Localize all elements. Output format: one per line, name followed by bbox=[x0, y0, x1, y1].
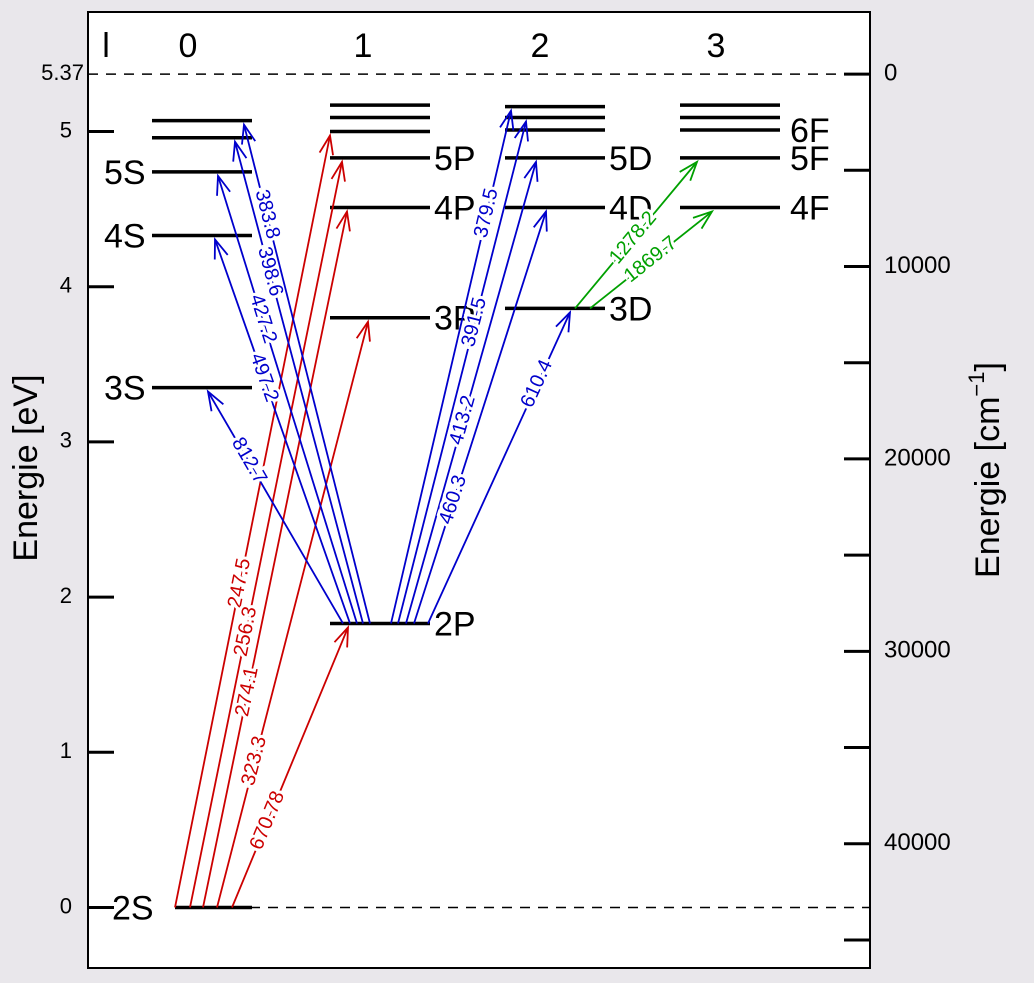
level-label: 3S bbox=[104, 370, 146, 408]
y-tick-label: 5 bbox=[60, 117, 72, 142]
arrow-head bbox=[692, 209, 715, 230]
level-label: 4D bbox=[609, 190, 652, 228]
column-header: l bbox=[102, 27, 110, 65]
transition-arrow bbox=[216, 321, 369, 908]
arrow-head bbox=[213, 237, 229, 260]
level-label: 3D bbox=[609, 290, 652, 328]
right-axis-label-end: ] bbox=[969, 362, 1007, 371]
transition-arrow bbox=[231, 627, 349, 908]
right-axis-label: Energie [cm−1] bbox=[964, 362, 1007, 578]
y-tick-label: 1 bbox=[60, 738, 72, 763]
level-label: 4F bbox=[790, 190, 830, 228]
plot-area bbox=[87, 11, 871, 969]
transition-arrow bbox=[189, 161, 343, 908]
level-label: 2S bbox=[112, 889, 154, 927]
transition-arrow bbox=[413, 211, 547, 624]
transition-arrow bbox=[217, 175, 358, 624]
column-l-value: 0 bbox=[179, 27, 198, 65]
right-axis-label-sup: −1 bbox=[964, 371, 989, 396]
arrow-head bbox=[679, 159, 699, 182]
transition-arrow bbox=[405, 161, 537, 624]
left-axis-label: Energie [eV] bbox=[7, 374, 45, 561]
arrow-head bbox=[533, 209, 548, 232]
level-label: 5P bbox=[434, 140, 476, 178]
y2-tick-label: 0 bbox=[884, 59, 897, 86]
arrow-head bbox=[355, 319, 371, 342]
arrow-head bbox=[216, 173, 231, 196]
y-tick-label: 5.37 bbox=[41, 60, 84, 85]
arrow-head bbox=[333, 625, 350, 648]
y-tick-label: 0 bbox=[60, 893, 72, 918]
y2-tick-label: 40000 bbox=[884, 829, 951, 856]
level-label: 5S bbox=[104, 154, 146, 192]
arrow-head bbox=[206, 389, 224, 412]
level-label: 4P bbox=[434, 190, 476, 228]
transition-arrow bbox=[243, 124, 371, 624]
level-label: 3P bbox=[434, 300, 476, 338]
right-axis-label-main: Energie [cm bbox=[969, 397, 1007, 578]
arrow-head bbox=[318, 132, 334, 156]
arrow-head bbox=[335, 208, 351, 232]
transition-arrow bbox=[390, 110, 512, 624]
transition-arrow bbox=[207, 391, 344, 624]
arrow-head bbox=[330, 159, 346, 182]
arrow-head bbox=[232, 139, 248, 162]
column-l-value: 2 bbox=[531, 27, 550, 65]
arrow-head bbox=[555, 310, 572, 333]
transition-arrow bbox=[234, 141, 364, 624]
level-label: 5D bbox=[609, 140, 652, 178]
column-l-value: 3 bbox=[707, 27, 726, 65]
y2-tick-label: 10000 bbox=[884, 252, 951, 279]
transition-arrow bbox=[397, 121, 527, 624]
arrow-head bbox=[499, 108, 515, 131]
y-tick-label: 3 bbox=[60, 428, 72, 453]
arrow-head bbox=[513, 118, 529, 142]
level-label: 6F bbox=[790, 112, 830, 150]
column-l-value: 1 bbox=[354, 27, 373, 65]
level-label: 4S bbox=[104, 217, 146, 255]
transition-arrow bbox=[214, 239, 351, 624]
arrow-head bbox=[523, 159, 539, 182]
y2-tick-label: 20000 bbox=[884, 444, 951, 471]
level-label: 2P bbox=[434, 605, 476, 643]
transition-arrow bbox=[202, 211, 348, 908]
y2-tick-label: 30000 bbox=[884, 637, 951, 664]
y-tick-label: 4 bbox=[60, 273, 72, 298]
arrow-head bbox=[241, 122, 256, 145]
transition-arrow bbox=[574, 161, 698, 309]
transition-arrow bbox=[589, 210, 713, 310]
level-label: 5F bbox=[790, 140, 830, 178]
transition-arrow bbox=[174, 135, 331, 908]
transition-arrow bbox=[427, 312, 571, 624]
y-tick-label: 2 bbox=[60, 583, 72, 608]
